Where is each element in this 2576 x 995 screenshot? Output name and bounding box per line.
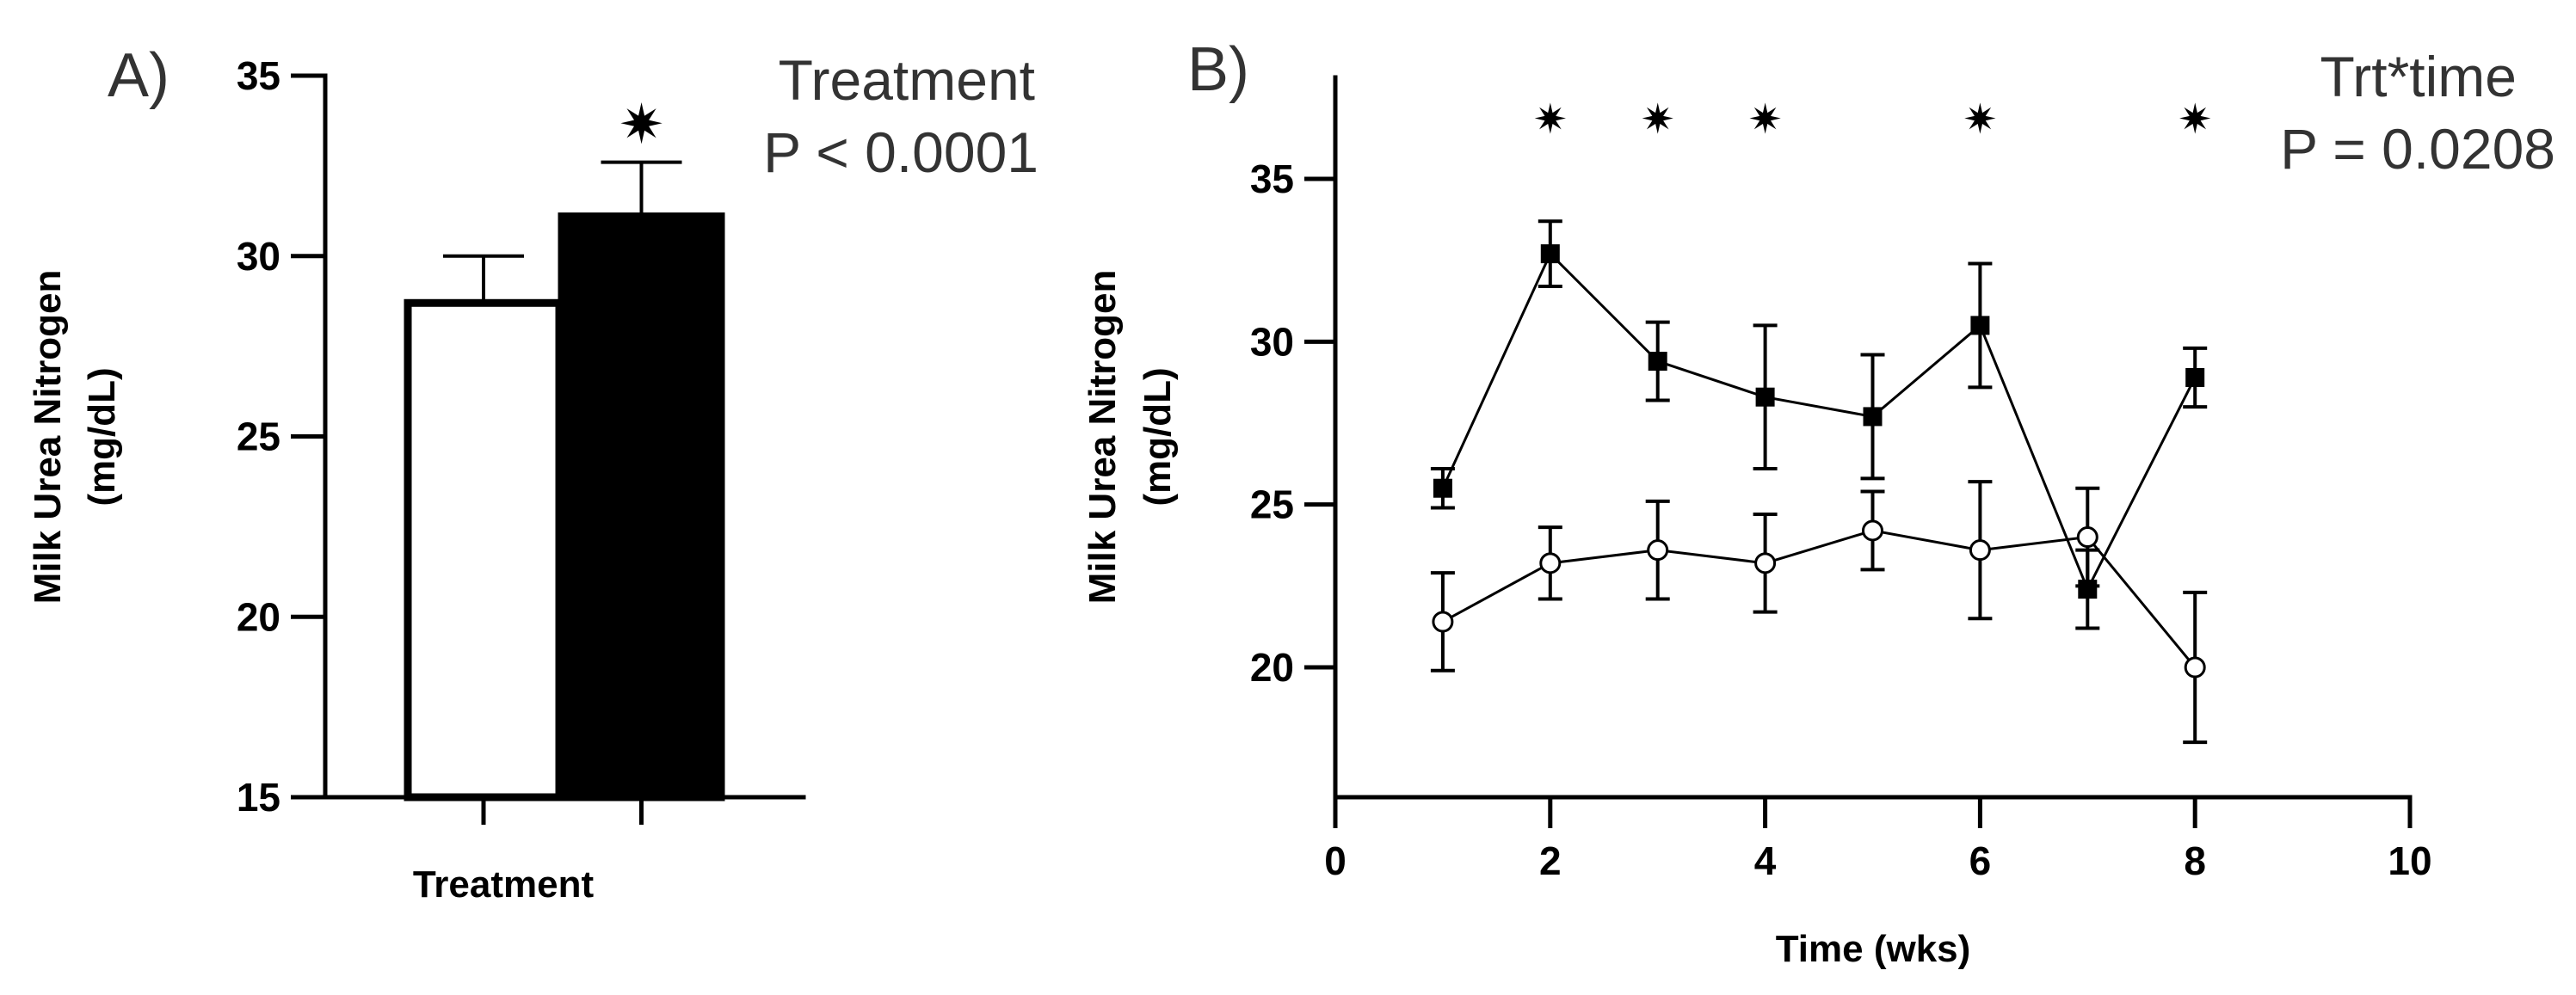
panel-b-line-control <box>1442 529 2197 668</box>
panel-b-y-label-line2: (mg/dL) <box>1137 367 1179 506</box>
panel-b-point-treated <box>1648 352 1667 372</box>
panel-b-point-treated <box>1970 316 1990 335</box>
panel-a-stat-label: Treatment <box>779 48 1035 112</box>
panel-a-y-axis-ticks: 15 20 25 30 35 <box>237 53 325 820</box>
panel-b-significance-star: ✷ <box>1533 95 1568 144</box>
panel-a-label: A) <box>108 41 169 110</box>
panel-b-point-control <box>1754 552 1777 574</box>
panel-b-point-treated <box>1540 244 1560 264</box>
panel-b-point-control <box>1539 552 1562 574</box>
panel-b-point-treated <box>1755 387 1775 407</box>
panel-a-y-tick-label: 25 <box>237 415 280 459</box>
panel-a: A) Treatment P < 0.0001 15 20 25 30 35 ✷ Mil… <box>27 41 1038 906</box>
panel-b-x-axis-ticks: 0 2 4 6 8 10 <box>1324 797 2432 883</box>
panel-a-bar-treated <box>558 212 725 802</box>
panel-b-y-tick-label: 25 <box>1250 482 1294 527</box>
panel-b-stat-label: Trt*time <box>2320 45 2517 108</box>
panel-b-significance-star: ✷ <box>1963 95 1997 144</box>
panel-b-point-treated <box>1433 478 1452 498</box>
panel-a-y-label-line1: Milk Urea Nitrogen <box>27 270 69 605</box>
panel-b-point-treated <box>1863 407 1883 427</box>
panel-b-y-tick-label: 35 <box>1250 157 1294 201</box>
panel-b-y-tick-label: 20 <box>1250 645 1294 690</box>
panel-b-point-control <box>2076 526 2098 549</box>
panel-b-x-tick-label: 8 <box>2184 838 2206 883</box>
panel-b-x-tick-label: 10 <box>2388 838 2431 883</box>
panel-b-point-control <box>1969 539 1991 562</box>
panel-b-series <box>1430 219 2208 745</box>
panel-a-y-tick-label: 15 <box>237 775 280 820</box>
panel-b-significance-star: ✷ <box>1641 95 1675 144</box>
panel-b-significance-markers: ✷ ✷ ✷ ✷ ✷ <box>1533 95 2213 144</box>
panel-b-y-label-line1: Milk Urea Nitrogen <box>1082 270 1124 605</box>
panel-b-stat-p: P = 0.0208 <box>2280 117 2555 181</box>
panel-b-x-tick-label: 4 <box>1754 838 1777 883</box>
panel-a-x-label: Treatment <box>413 863 595 906</box>
panel-a-y-tick-label: 20 <box>237 594 280 639</box>
panel-a-y-label-line2: (mg/dL) <box>81 367 123 506</box>
panel-b-point-control <box>1862 519 1883 542</box>
panel-a-bars: ✷ <box>404 94 725 825</box>
panel-a-bar-control <box>404 298 564 802</box>
panel-b-y-axis-ticks: 20 25 30 35 <box>1250 157 1335 690</box>
panel-b-point-treated <box>2185 367 2205 387</box>
panel-b-line-treated <box>1441 251 2197 593</box>
panel-b-x-tick-label: 0 <box>1324 838 1347 883</box>
panel-b-y-tick-label: 30 <box>1250 319 1294 364</box>
panel-a-stat-p: P < 0.0001 <box>763 120 1038 184</box>
panel-b-x-label: Time (wks) <box>1776 928 1971 970</box>
panel-b-x-tick-label: 2 <box>1539 838 1562 883</box>
panel-b-label: B) <box>1187 35 1249 104</box>
panel-b-point-control <box>1647 539 1669 562</box>
panel-b-x-tick-label: 6 <box>1969 838 1992 883</box>
panel-b-point-control <box>1432 611 1454 633</box>
panel-b-point-control <box>2184 656 2206 679</box>
panel-b-significance-star: ✷ <box>1747 95 1782 144</box>
panel-a-significance-star: ✷ <box>619 94 665 157</box>
panel-b-significance-star: ✷ <box>2178 95 2212 144</box>
panel-a-y-tick-label: 35 <box>237 53 280 98</box>
panel-a-y-tick-label: 30 <box>237 234 280 279</box>
